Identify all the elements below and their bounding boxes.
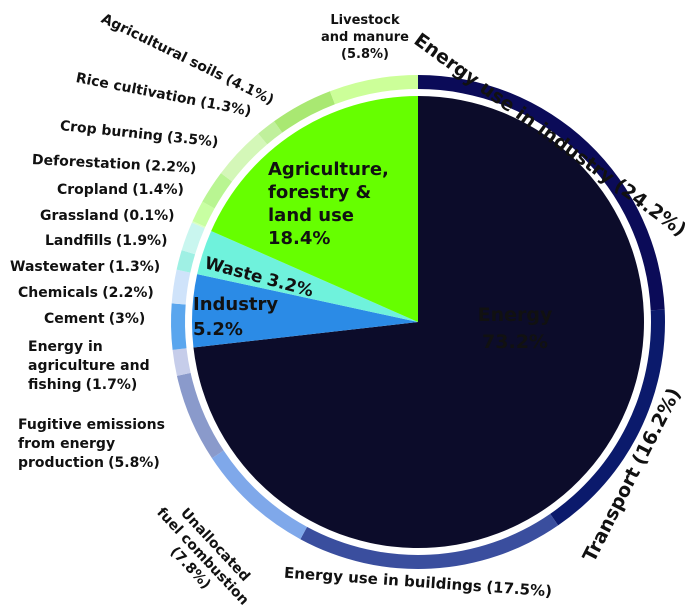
value-label: (1.4%) [132, 182, 184, 198]
label-line: Landfills [45, 233, 112, 249]
label-line: Industry [193, 294, 278, 315]
value-label: (2.2%) [102, 285, 154, 301]
inner-label: Industry 5.2% [193, 294, 278, 340]
inner-slice [197, 230, 418, 322]
outer-slice [258, 121, 283, 145]
value-label: (3.5%) [166, 129, 219, 150]
outer-label: Energy in agriculture and fishing (1.7%) [28, 339, 150, 393]
label-line: land use [268, 205, 354, 226]
outer-label: Livestock and manure (5.8%) [321, 13, 409, 62]
outer-slice [211, 450, 308, 540]
label-line: Fugitive emissions [18, 417, 165, 433]
label-line: Crop burning [59, 118, 163, 145]
outer-slice [220, 133, 268, 182]
outer-label: Crop burning (3.5%) [59, 118, 219, 151]
outer-slice [171, 303, 187, 350]
label-line: Agricultural soils [98, 11, 226, 84]
label-line: Livestock [330, 13, 400, 28]
outer-label: Grassland (0.1%) [40, 208, 175, 224]
outer-slice [171, 269, 191, 305]
value-label: 73.2% [482, 331, 548, 353]
label-line: and manure [321, 30, 409, 45]
label-line: Energy use in buildings [284, 563, 483, 595]
value-label: 5.2% [193, 319, 243, 340]
outer-label: Cement (3%) [44, 311, 145, 327]
inner-slice [211, 96, 418, 322]
outer-slice [181, 222, 205, 255]
label-line: Grassland [40, 208, 119, 224]
outer-slice [418, 75, 665, 311]
outer-slice [191, 221, 206, 229]
value-label: (1.3%) [109, 259, 161, 275]
value-label: (5.8%) [108, 455, 160, 471]
inner-label: Agriculture, forestry & land use 18.4% [268, 159, 389, 249]
label-line: from energy [18, 436, 115, 452]
outer-slice [300, 513, 559, 569]
value-label: (3%) [109, 311, 146, 327]
label-line: Cropland [57, 182, 128, 198]
outer-slice [329, 75, 418, 105]
outer-label: Wastewater (1.3%) [10, 259, 160, 275]
outer-slice [192, 201, 215, 227]
value-label: (5.8%) [341, 47, 389, 62]
outer-slice [274, 91, 335, 133]
outer-slice [202, 173, 233, 209]
value-label: (1.7%) [86, 377, 138, 393]
outer-slice [176, 250, 196, 273]
value-label: (1.3%) [199, 94, 253, 120]
outer-label: Fugitive emissions from energy production(… [18, 417, 165, 471]
value-label: (0.1%) [123, 208, 175, 224]
outer-slice [176, 372, 224, 459]
value-label: (2.2%) [144, 158, 196, 177]
label-line: Energy in [28, 339, 103, 355]
inner-slice [193, 96, 644, 548]
label-line: Energy [478, 304, 553, 326]
label-line: Rice cultivation [74, 70, 197, 109]
label-line: production [18, 455, 104, 471]
inner-slice [192, 274, 418, 348]
outer-label: Deforestation (2.2%) [32, 152, 197, 177]
label-line: agriculture and [28, 358, 150, 374]
label-line: fishing [28, 377, 81, 393]
outer-slice [172, 348, 191, 376]
label-line: Agriculture, [268, 159, 389, 180]
label-line: Transport [578, 464, 644, 566]
outer-label: Chemicals (2.2%) [18, 285, 154, 301]
label-line: Chemicals [18, 285, 98, 301]
label-line: Wastewater [10, 259, 104, 275]
label-line: Deforestation [32, 152, 141, 174]
value-label: (1.9%) [116, 233, 168, 249]
label-line: Cement [44, 311, 105, 327]
inner-label: Energy 73.2% [478, 304, 553, 353]
value-label: (17.5%) [486, 577, 553, 600]
outer-slice [550, 309, 665, 526]
outer-label: Unallocatedfuel combustion(7.8%) [141, 493, 264, 606]
outer-label: Landfills (1.9%) [45, 233, 167, 249]
outer-label: Cropland (1.4%) [57, 182, 184, 198]
value-label: 18.4% [268, 228, 330, 249]
label-line: forestry & [268, 182, 371, 203]
